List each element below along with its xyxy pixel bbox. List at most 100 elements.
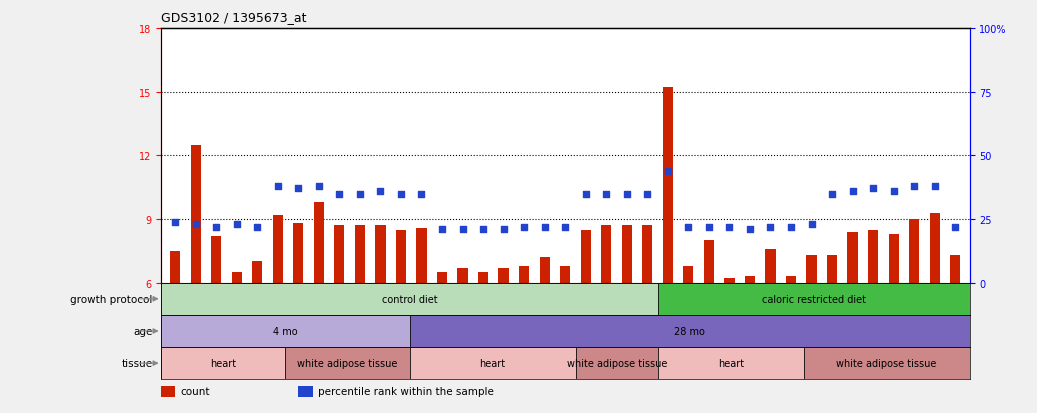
Bar [231, 273, 242, 283]
Text: white adipose tissue: white adipose tissue [567, 358, 667, 368]
Point [886, 188, 902, 195]
Bar [334, 226, 344, 283]
Text: age: age [134, 326, 152, 336]
Bar [683, 266, 694, 283]
Bar [170, 251, 180, 283]
Bar [437, 273, 447, 283]
Bar [161, 315, 410, 347]
Point [515, 224, 532, 230]
Text: heart: heart [479, 358, 506, 368]
Text: tissue: tissue [121, 358, 152, 368]
Bar [416, 228, 426, 283]
Bar [663, 88, 673, 283]
Point [865, 186, 881, 192]
Point [804, 221, 820, 228]
Point [475, 226, 492, 233]
Bar [950, 256, 960, 283]
Bar [576, 347, 658, 379]
Bar [642, 226, 652, 283]
Point [290, 186, 307, 192]
Point [660, 168, 676, 175]
Bar [929, 213, 940, 283]
Text: white adipose tissue: white adipose tissue [837, 358, 936, 368]
Bar [724, 279, 734, 283]
Point [393, 191, 410, 197]
Bar [313, 202, 324, 283]
Point [618, 191, 635, 197]
Bar [293, 224, 304, 283]
Point [536, 224, 553, 230]
Text: control diet: control diet [382, 294, 438, 304]
Point [598, 191, 615, 197]
Text: heart: heart [718, 358, 745, 368]
Bar [212, 236, 221, 283]
Bar [285, 347, 410, 379]
Point [413, 191, 429, 197]
Point [823, 191, 840, 197]
Bar [807, 256, 817, 283]
Point [496, 226, 512, 233]
Text: count: count [180, 387, 209, 396]
Bar [658, 347, 804, 379]
Point [578, 191, 594, 197]
Bar [355, 226, 365, 283]
Bar [518, 266, 529, 283]
Point [557, 224, 573, 230]
Bar [847, 232, 858, 283]
Bar [299, 386, 313, 397]
Point [372, 188, 389, 195]
Bar [499, 268, 509, 283]
Bar [621, 226, 632, 283]
Point [906, 183, 923, 190]
Point [947, 224, 963, 230]
Bar [889, 234, 899, 283]
Bar [804, 347, 970, 379]
Point [844, 188, 861, 195]
Point [207, 224, 224, 230]
Bar [868, 230, 878, 283]
Point [926, 183, 943, 190]
Bar [252, 262, 262, 283]
Bar [658, 283, 970, 315]
Point [639, 191, 655, 197]
Bar [581, 230, 591, 283]
Bar [375, 226, 386, 283]
Bar [539, 258, 550, 283]
Bar [273, 215, 283, 283]
Point [433, 226, 450, 233]
Point [270, 183, 286, 190]
Bar [704, 241, 714, 283]
Bar [457, 268, 468, 283]
Bar [161, 347, 285, 379]
Bar [478, 273, 488, 283]
Point [249, 224, 265, 230]
Bar [560, 266, 570, 283]
Text: 4 mo: 4 mo [273, 326, 298, 336]
Point [721, 224, 737, 230]
Point [762, 224, 779, 230]
Bar [745, 277, 755, 283]
Point [167, 219, 184, 225]
Text: 28 mo: 28 mo [674, 326, 705, 336]
Point [783, 224, 800, 230]
Text: GDS3102 / 1395673_at: GDS3102 / 1395673_at [161, 11, 306, 24]
Bar [909, 219, 919, 283]
Point [228, 221, 245, 228]
Bar [161, 386, 175, 397]
Text: percentile rank within the sample: percentile rank within the sample [317, 387, 494, 396]
Text: white adipose tissue: white adipose tissue [298, 358, 397, 368]
Text: growth protocol: growth protocol [71, 294, 152, 304]
Point [741, 226, 758, 233]
Point [352, 191, 368, 197]
Bar [765, 249, 776, 283]
Point [188, 221, 204, 228]
Point [454, 226, 471, 233]
Point [680, 224, 697, 230]
Bar [396, 230, 407, 283]
Bar [161, 283, 658, 315]
Point [701, 224, 718, 230]
Bar [410, 315, 970, 347]
Point [310, 183, 327, 190]
Bar [826, 256, 837, 283]
Point [331, 191, 347, 197]
